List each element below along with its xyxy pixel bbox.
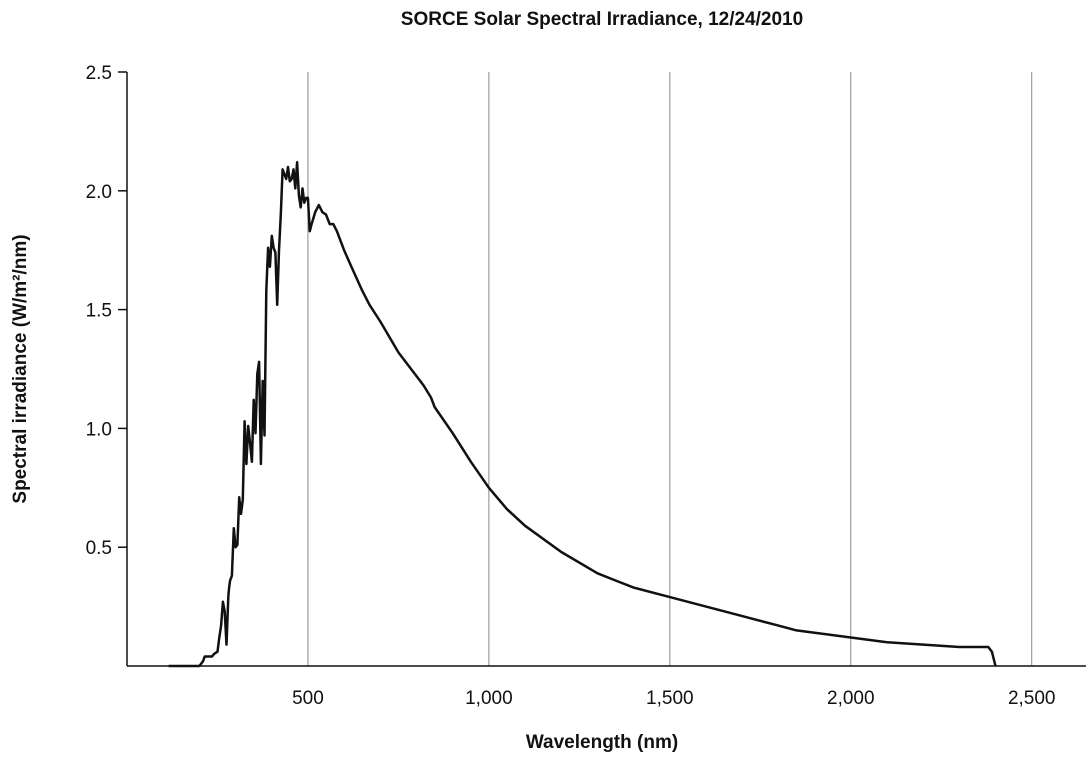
x-axis-label: Wavelength (nm) — [526, 732, 678, 753]
series-line-irradiance — [168, 161, 997, 668]
y-tick-label: 2.5 — [86, 63, 112, 84]
y-tick-label: 1.5 — [86, 301, 112, 322]
tick-layer: 500 1,000 1,500 2,000 2,500 0.5 1.0 1.5 2.0 2.5 — [86, 63, 1056, 709]
x-tick-label: 1,000 — [465, 688, 513, 709]
x-tick-label: 2,000 — [827, 688, 875, 709]
chart-title: SORCE Solar Spectral Irradiance, 12/24/2… — [401, 9, 803, 30]
y-tick-label: 0.5 — [86, 538, 112, 559]
grid-layer — [307, 72, 1033, 666]
x-tick-label: 500 — [292, 688, 324, 709]
y-tick-label: 2.0 — [86, 182, 112, 203]
x-tick-label: 2,500 — [1008, 688, 1056, 709]
x-tick-label: 1,500 — [646, 688, 694, 709]
y-tick-label: 1.0 — [86, 419, 112, 440]
y-axis-label: Spectral irradiance (W/m²/nm) — [10, 234, 31, 503]
